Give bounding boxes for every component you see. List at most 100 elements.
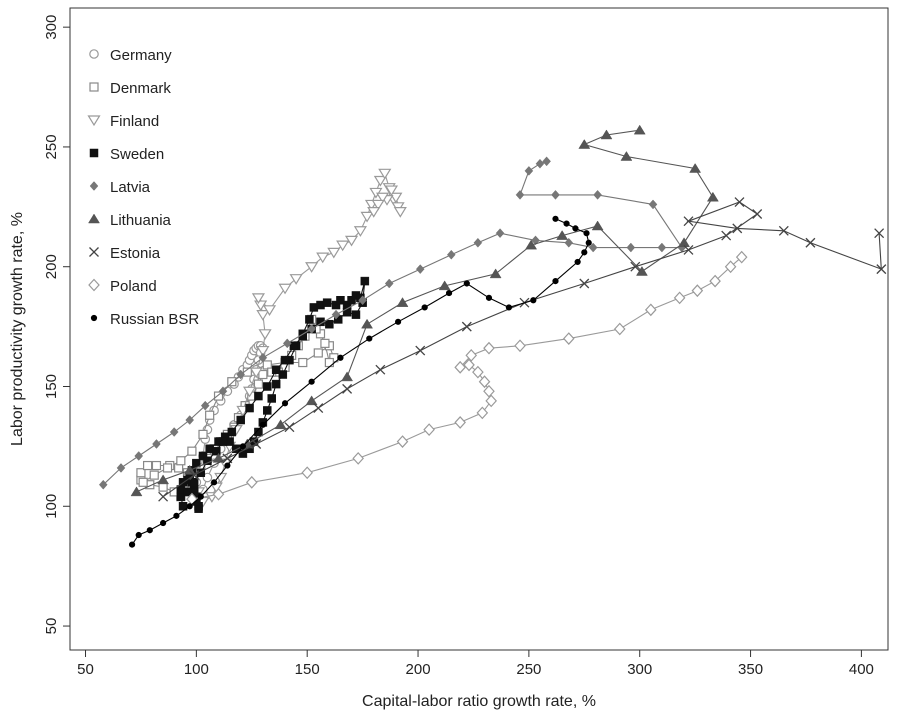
data-point-lithuania xyxy=(183,464,196,475)
x-marker-stroke xyxy=(876,264,887,275)
x-tick-label: 300 xyxy=(627,661,652,678)
data-point-lithuania xyxy=(591,220,604,231)
legend-label-denmark: Denmark xyxy=(110,80,171,97)
data-point-sweden xyxy=(347,296,356,305)
data-point-lithuania xyxy=(620,151,633,161)
data-point-sweden xyxy=(245,403,254,413)
data-point-estonia xyxy=(284,422,295,433)
data-point-lithuania xyxy=(678,237,690,248)
series-germany xyxy=(191,340,268,504)
y-tick-label: 100 xyxy=(43,494,60,519)
data-point-russian-bsr xyxy=(505,304,513,311)
series-line-poland xyxy=(191,256,743,500)
data-point-poland xyxy=(562,332,575,345)
data-point-finland xyxy=(251,293,265,305)
data-point-russian-bsr xyxy=(160,519,167,527)
data-point-latvia xyxy=(236,369,246,380)
data-point-denmark xyxy=(176,456,186,466)
x-marker-stroke xyxy=(683,244,694,255)
x-marker-stroke xyxy=(630,261,641,272)
data-point-latvia xyxy=(169,427,179,437)
data-point-poland xyxy=(301,466,314,480)
data-point-poland xyxy=(476,406,489,420)
data-point-latvia xyxy=(515,189,525,200)
data-point-russian-bsr xyxy=(583,230,590,237)
data-point-sweden xyxy=(325,319,334,329)
data-point-latvia xyxy=(657,242,667,253)
x-marker-stroke xyxy=(189,470,200,481)
data-point-poland xyxy=(396,435,409,448)
x-marker-stroke xyxy=(342,383,353,394)
legend-marker-sweden xyxy=(89,148,99,158)
data-point-russian-bsr xyxy=(259,421,266,428)
x-tick-label: 150 xyxy=(295,661,320,678)
x-marker-stroke xyxy=(89,247,99,257)
data-point-estonia xyxy=(876,264,887,275)
data-point-poland xyxy=(465,348,478,362)
data-point-finland xyxy=(249,367,263,379)
data-point-sweden xyxy=(198,451,208,461)
data-point-latvia xyxy=(524,166,534,176)
data-point-latvia xyxy=(564,237,574,248)
data-point-sweden xyxy=(238,449,248,458)
data-point-latvia xyxy=(134,451,144,461)
data-point-russian-bsr xyxy=(146,527,153,534)
y-tick-label: 200 xyxy=(43,254,60,279)
data-point-russian-bsr xyxy=(210,479,218,486)
data-point-poland xyxy=(613,322,626,336)
data-point-latvia xyxy=(358,295,367,306)
data-point-sweden xyxy=(263,382,272,391)
data-point-russian-bsr xyxy=(530,297,537,304)
data-point-lithuania xyxy=(489,268,502,279)
x-axis-title: Capital-labor ratio growth rate, % xyxy=(362,693,596,710)
data-point-denmark xyxy=(142,460,153,471)
legend-marker-denmark xyxy=(89,82,99,92)
data-point-denmark xyxy=(313,348,323,358)
series-poland xyxy=(186,250,748,506)
data-point-poland xyxy=(673,291,686,305)
data-point-denmark xyxy=(324,357,334,368)
y-tick-label: 250 xyxy=(43,134,60,159)
data-point-poland xyxy=(463,358,475,372)
x-marker-stroke xyxy=(752,209,763,219)
data-point-finland xyxy=(344,235,359,247)
data-point-latvia xyxy=(384,278,394,289)
data-point-russian-bsr xyxy=(337,354,344,361)
data-point-poland xyxy=(483,384,495,398)
data-point-lithuania xyxy=(274,419,287,430)
data-point-finland xyxy=(305,262,319,273)
data-point-finland xyxy=(373,175,387,187)
data-point-lithuania xyxy=(706,191,719,202)
data-point-russian-bsr xyxy=(239,443,247,450)
data-point-sweden xyxy=(280,355,290,365)
data-point-estonia xyxy=(189,470,200,481)
data-point-poland xyxy=(472,365,484,379)
data-point-latvia xyxy=(98,479,108,490)
data-point-latvia xyxy=(626,242,636,253)
data-point-sweden xyxy=(212,446,221,456)
legend-label-sweden: Sweden xyxy=(110,146,164,163)
data-point-finland xyxy=(289,274,303,285)
y-axis-title: Labor productivity growth rate, % xyxy=(9,212,26,446)
data-point-poland xyxy=(478,375,491,389)
legend-label-lithuania: Lithuania xyxy=(110,212,172,229)
x-tick-label: 50 xyxy=(77,661,94,678)
data-point-poland xyxy=(454,416,466,429)
data-point-lithuania xyxy=(633,124,646,135)
data-point-finland xyxy=(336,240,350,252)
data-point-denmark xyxy=(138,477,148,487)
y-tick-label: 150 xyxy=(43,374,60,399)
data-point-estonia xyxy=(251,439,262,449)
data-point-finland xyxy=(384,185,399,197)
data-point-estonia xyxy=(683,244,694,255)
x-marker-stroke xyxy=(805,237,816,248)
data-point-estonia xyxy=(415,345,426,356)
legend: Germany Denmark Finland Sweden Latvia Lithuan… xyxy=(87,47,199,328)
data-point-russian-bsr xyxy=(563,220,570,227)
data-point-estonia xyxy=(579,278,590,289)
data-point-sweden xyxy=(189,478,199,487)
data-point-latvia xyxy=(218,386,228,397)
data-point-denmark xyxy=(136,468,146,478)
data-point-latvia xyxy=(282,338,292,349)
data-point-sweden xyxy=(218,437,228,446)
